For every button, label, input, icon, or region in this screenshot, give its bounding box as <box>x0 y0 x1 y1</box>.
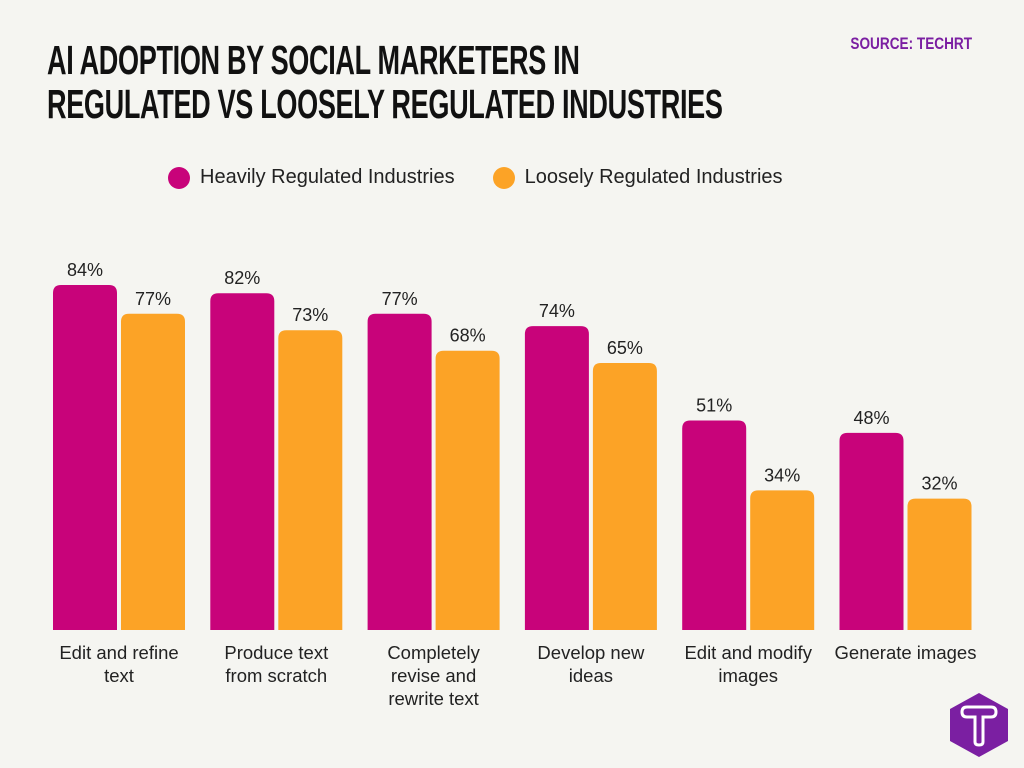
legend: Heavily Regulated Industries Loosely Reg… <box>168 166 783 189</box>
category-label: Produce text <box>224 642 328 663</box>
category-label: Edit and modify <box>684 642 812 663</box>
category-label: Completely <box>387 642 480 663</box>
legend-label-heavily: Heavily Regulated Industries <box>200 166 455 188</box>
category-label: text <box>104 665 134 686</box>
bar <box>278 330 343 630</box>
data-label: 82% <box>224 268 260 288</box>
bar <box>682 420 747 630</box>
data-label: 51% <box>696 396 732 416</box>
chart-title: AI ADOPTION BY SOCIAL MARKETERS IN REGUL… <box>47 38 723 126</box>
category-label: Edit and refine <box>59 642 178 663</box>
data-label: 84% <box>67 260 103 280</box>
legend-swatch-loosely <box>492 166 515 189</box>
data-label: 77% <box>135 289 171 309</box>
category-label: ideas <box>569 665 613 686</box>
legend-item-loosely: Loosely Regulated Industries <box>492 166 783 189</box>
bar <box>750 490 815 630</box>
bar <box>210 293 275 630</box>
bar <box>367 313 432 630</box>
category-label: from scratch <box>225 665 327 686</box>
bar <box>839 432 904 630</box>
data-label: 65% <box>607 338 643 358</box>
source-label: SOURCE: TECHRT <box>850 34 972 53</box>
data-label: 48% <box>853 408 889 428</box>
data-label: 73% <box>292 305 328 325</box>
bar <box>524 326 589 630</box>
data-label: 74% <box>539 301 575 321</box>
category-label: images <box>718 665 778 686</box>
legend-item-heavily: Heavily Regulated Industries <box>168 166 455 189</box>
legend-label-loosely: Loosely Regulated Industries <box>524 166 783 188</box>
bar <box>121 313 185 630</box>
category-label: rewrite text <box>388 688 478 709</box>
data-label: 68% <box>450 326 486 346</box>
bar <box>907 498 972 630</box>
bar <box>435 350 500 630</box>
bar <box>592 363 657 630</box>
category-label: revise and <box>391 665 476 686</box>
title-line-1: AI ADOPTION BY SOCIAL MARKETERS IN <box>47 37 580 83</box>
data-label: 77% <box>382 289 418 309</box>
title-line-2: REGULATED VS LOOSELY REGULATED INDUSTRIE… <box>47 81 723 127</box>
data-label: 32% <box>921 474 957 494</box>
category-label: Develop new <box>537 642 645 663</box>
legend-swatch-heavily <box>168 166 190 189</box>
category-label: Generate images <box>835 642 977 663</box>
bar <box>53 285 117 630</box>
data-label: 34% <box>764 465 800 485</box>
techrt-logo <box>950 693 1008 757</box>
